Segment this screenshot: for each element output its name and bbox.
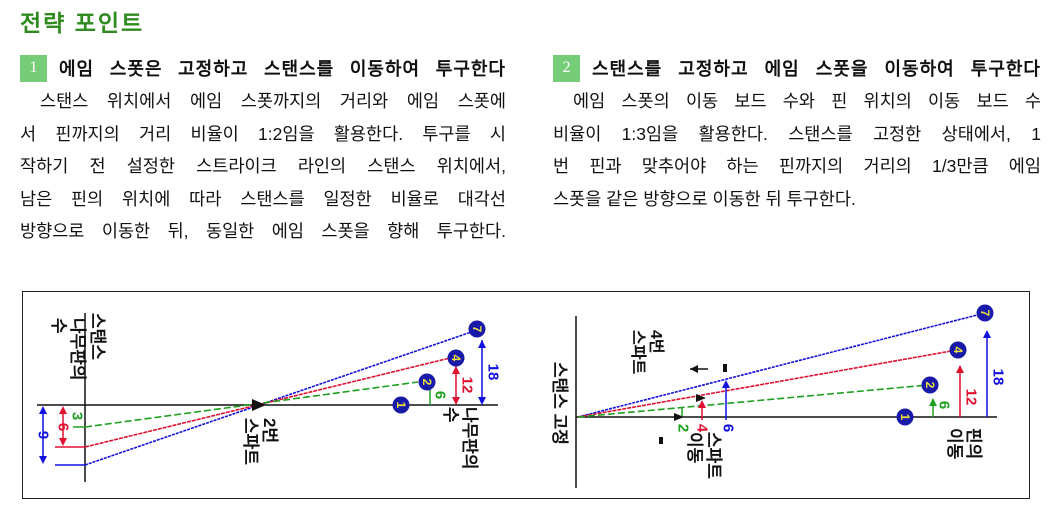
arrow-head <box>478 397 486 405</box>
arrow-head <box>983 330 991 338</box>
spot-arrow-icon <box>696 394 706 402</box>
arrow-head <box>478 340 486 348</box>
body-line: 방향으로 이동한 뒤, 동일한 에임 스폿을 향해 투구한다. <box>20 221 506 241</box>
blue-value: 6 <box>720 424 737 432</box>
body-line: 스폿을 같은 방향으로 이동한 뒤 투구한다. <box>553 188 856 209</box>
pin-number: 4 <box>449 355 463 362</box>
body-line: 에임 스폿의 이동 보드 수와 핀 위치의 이동 보드 수 <box>573 91 1041 111</box>
spot-move-label: 스파트이동 <box>685 432 723 479</box>
pin-move-label-line: 핀의 <box>964 428 983 459</box>
pin-number: 1 <box>394 402 408 409</box>
pin-number: 2 <box>420 379 434 386</box>
blue-line <box>84 328 481 466</box>
stance-fixed-label-line: 스탠스 고정 <box>550 362 569 445</box>
pin-number: 4 <box>951 347 965 354</box>
spot-marker <box>659 437 663 444</box>
green-line <box>84 381 419 428</box>
green-value: 6 <box>936 401 953 409</box>
arrow-head <box>59 438 67 446</box>
body-line: 비율이 1:3임을 활용한다. 스탠스를 고정한 상태에서, 1 <box>553 123 1041 144</box>
stance-fixed-label: 스탠스 고정 <box>550 362 569 445</box>
spot-marker <box>723 364 727 372</box>
stance-label: 스탠스 <box>88 313 107 360</box>
spot-label: 4번스파트 <box>629 330 665 374</box>
pin-move-label-line: 이동 <box>945 428 964 460</box>
strategy-section-2: 2 스탠스를 고정하고 에임 스폿을 이동하여 투구한다 에임 스폿의 이동 보… <box>553 54 1041 215</box>
body-line: 남은 핀의 위치에 따라 스탠스를 일정한 비율로 대각선 <box>20 188 506 209</box>
spot-move-label-line: 이동 <box>685 432 704 464</box>
red-value: 12 <box>963 389 980 406</box>
boards-label: 나무판의수 <box>441 407 479 470</box>
body-line: 스탠스 위치에서 에임 스폿까지의 거리와 에임 스폿에 <box>40 91 506 111</box>
arrow-head <box>929 398 937 406</box>
spot-label-line: 4번 <box>647 330 665 354</box>
green-value: 2 <box>675 424 692 432</box>
pin-marker <box>976 304 994 322</box>
pin-marker <box>418 373 436 391</box>
section-number-badge: 2 <box>553 54 580 82</box>
boards-label-line: 수 <box>49 318 68 334</box>
spot-label-line: 스파트 <box>241 418 260 465</box>
pin-marker <box>949 341 967 359</box>
arrow-head <box>452 397 460 405</box>
pin-marker <box>447 349 465 367</box>
spot-label-line: 2번 <box>260 418 279 443</box>
pin-number: 2 <box>923 382 937 389</box>
red-value: 6 <box>55 423 72 431</box>
blue-value: 18 <box>990 369 1007 386</box>
arrow-head <box>698 400 706 408</box>
pin-marker <box>392 396 410 414</box>
arrow-head <box>59 406 67 414</box>
pin-marker <box>468 320 486 338</box>
blue-value: 18 <box>485 364 502 381</box>
section-heading: 1 에임 스폿은 고정하고 스탠스를 이동하여 투구한다 <box>20 54 506 82</box>
body-line: 번 핀과 맞추어야 하는 핀까지의 거리의 1/3만큼 에임 <box>553 156 1041 176</box>
section-heading-text: 에임 스폿은 고정하고 스탠스를 이동하여 투구한다 <box>59 59 506 79</box>
boards-label-line: 수 <box>441 407 460 423</box>
arrow-head <box>452 366 460 374</box>
boards-label-line: 나무판의 <box>68 318 87 381</box>
spot-arrow-icon <box>674 413 684 421</box>
pin-marker <box>896 408 914 426</box>
arrow-head <box>39 456 47 464</box>
blue-value: 9 <box>35 431 52 439</box>
spot-arrow-icon <box>252 399 266 411</box>
page-title: 전략 포인트 <box>20 10 145 36</box>
red-value: 12 <box>459 377 476 394</box>
green-line <box>577 384 929 418</box>
boards-label-line: 나무판의 <box>460 407 479 470</box>
blue-line <box>577 312 986 418</box>
pin-marker <box>921 376 939 394</box>
section-heading-text: 스탠스를 고정하고 에임 스폿을 이동하여 투구한다 <box>592 59 1041 79</box>
red-value: 4 <box>694 424 711 433</box>
arrow-head <box>956 365 964 373</box>
red-line <box>577 349 958 418</box>
spot-move-label-line: 스파트 <box>704 432 723 479</box>
green-value: 3 <box>69 412 86 420</box>
diagram-frame <box>22 291 1030 499</box>
arrow-head <box>39 406 47 414</box>
section-number-badge: 1 <box>20 54 47 82</box>
pin-number: 7 <box>978 310 992 317</box>
pin-number: 7 <box>470 326 484 333</box>
boards-label: 나무판의수 <box>49 318 87 381</box>
section-heading: 2 스탠스를 고정하고 에임 스폿을 이동하여 투구한다 <box>553 54 1041 82</box>
spot-label-line: 스파트 <box>629 330 647 374</box>
strategy-section-1: 1 에임 스폿은 고정하고 스탠스를 이동하여 투구한다 스탠스 위치에서 에임… <box>20 54 506 248</box>
spot-label: 2번스파트 <box>241 418 279 465</box>
body-line: 작하기 전 설정한 스트라이크 라인의 스탠스 위치에서, <box>20 156 506 176</box>
arrow-head <box>690 365 698 373</box>
stance-label-line: 스탠스 <box>88 313 107 360</box>
green-value: 6 <box>432 391 449 399</box>
pin-number: 1 <box>898 414 912 421</box>
body-line: 서 핀까지의 거리 비율이 1:2임을 활용한다. 투구를 시 <box>20 123 506 144</box>
arrow-head <box>722 380 730 388</box>
pin-move-label: 핀의이동 <box>945 428 983 460</box>
